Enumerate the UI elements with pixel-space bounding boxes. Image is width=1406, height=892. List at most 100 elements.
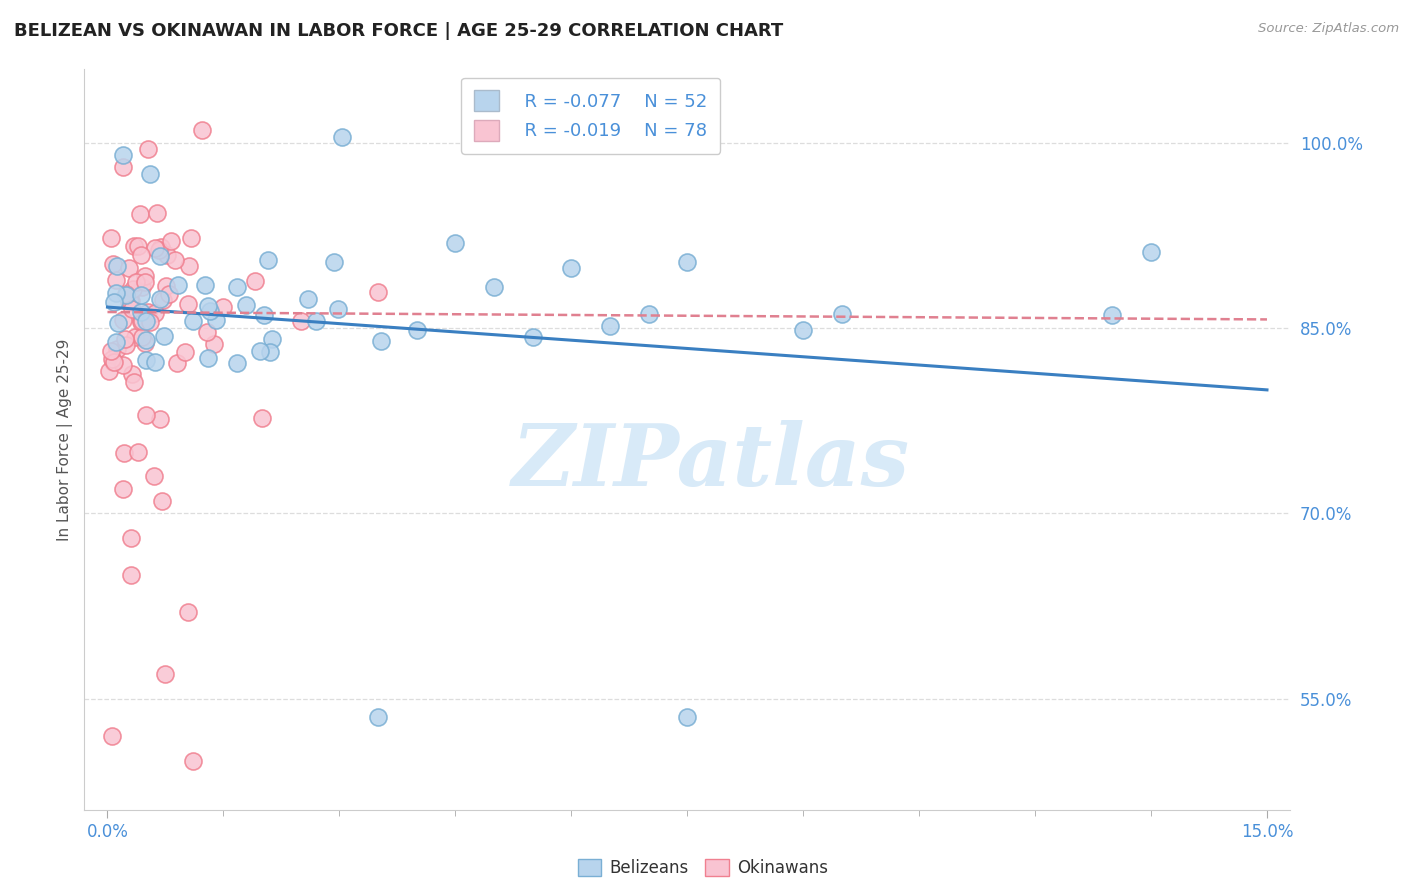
Point [100,231,122,245]
Point [253,308,276,322]
Point [290,314,312,328]
Point [181,754,204,768]
Point [177,606,200,620]
Point [131,314,153,328]
Point [101,729,124,743]
Point [204,313,226,327]
Point [120,531,142,545]
Point [522,329,544,343]
Point [120,293,142,308]
Point [135,333,157,347]
Point [139,167,162,181]
Point [367,285,389,300]
Point [235,298,257,312]
Point [183,314,205,328]
Point [304,314,326,328]
Point [121,367,143,381]
Point [114,332,136,346]
Point [127,239,149,253]
Point [560,261,582,276]
Point [157,287,180,301]
Point [150,239,173,253]
Point [167,277,190,292]
Point [191,123,214,137]
Point [129,288,152,302]
Point [136,304,159,318]
Point [405,323,427,337]
Point [101,355,124,369]
Point [131,330,153,344]
Point [111,148,134,162]
Point [134,268,156,283]
Point [177,297,200,311]
Point [101,351,124,366]
Point [155,667,177,681]
Point [330,129,353,144]
Point [195,326,218,340]
Point [104,286,127,301]
Text: ZIPatlas: ZIPatlas [512,420,911,503]
Point [139,315,162,329]
Point [112,445,135,459]
Point [676,710,699,724]
Point [226,280,249,294]
Point [297,292,319,306]
Text: BELIZEAN VS OKINAWAN IN LABOR FORCE | AGE 25-29 CORRELATION CHART: BELIZEAN VS OKINAWAN IN LABOR FORCE | AG… [14,22,783,40]
Point [145,241,167,255]
Point [111,313,134,327]
Point [212,301,235,315]
Point [121,282,143,296]
Point [135,353,157,368]
Point [831,307,853,321]
Point [98,364,121,378]
Point [103,256,125,270]
Point [122,238,145,252]
Point [153,329,176,343]
Point [135,408,157,422]
Point [120,568,142,582]
Point [179,259,201,273]
Point [129,248,152,262]
Point [105,342,128,356]
Point [444,235,467,250]
Point [125,275,148,289]
Point [103,355,125,369]
Point [149,292,172,306]
Point [197,299,219,313]
Y-axis label: In Labor Force | Age 25-29: In Labor Force | Age 25-29 [58,338,73,541]
Point [136,142,159,156]
Legend:   R = -0.077    N = 52,   R = -0.019    N = 78: R = -0.077 N = 52, R = -0.019 N = 78 [461,78,720,153]
Point [256,252,278,267]
Point [100,343,122,358]
Point [129,207,152,221]
Point [367,710,389,724]
Point [259,345,281,359]
Point [135,314,157,328]
Point [155,279,177,293]
Point [249,343,271,358]
Point [131,305,153,319]
Point [326,301,349,316]
Point [599,319,621,334]
Point [166,356,188,370]
Point [104,273,127,287]
Point [323,255,346,269]
Point [155,248,177,262]
Point [250,411,273,425]
Point [142,469,165,483]
Point [676,255,699,269]
Point [180,231,202,245]
Point [117,295,139,310]
Point [134,275,156,289]
Point [149,249,172,263]
Point [112,358,135,372]
Point [637,307,659,321]
Point [143,355,166,369]
Point [104,334,127,349]
Point [111,482,134,496]
Legend: Belizeans, Okinawans: Belizeans, Okinawans [571,852,835,884]
Point [103,295,125,310]
Point [124,330,146,344]
Point [792,323,814,337]
Point [226,356,249,370]
